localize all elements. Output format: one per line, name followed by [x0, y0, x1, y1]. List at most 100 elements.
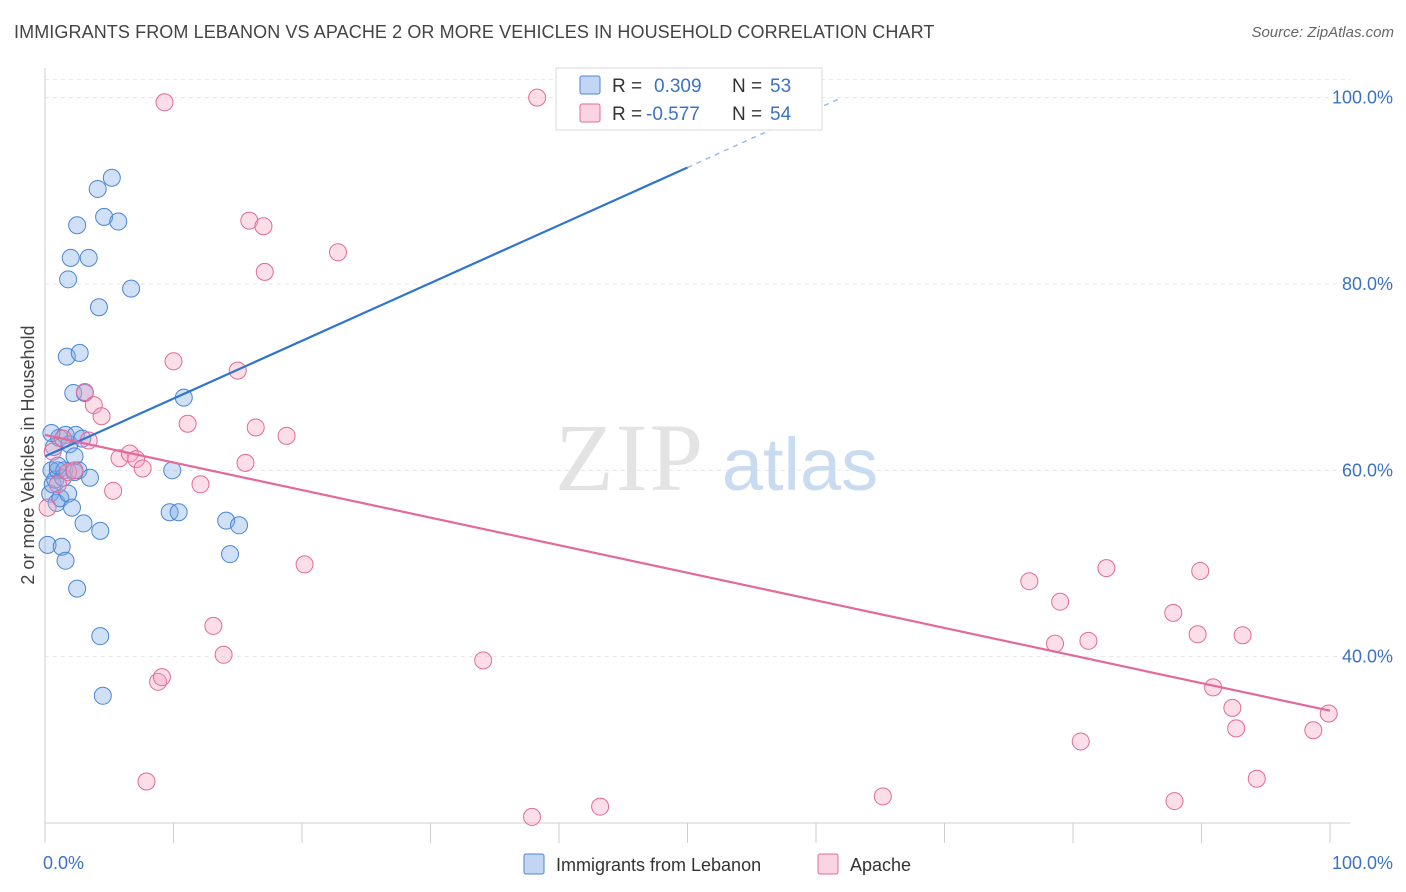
data-point [88, 179, 107, 198]
data-point [152, 668, 171, 687]
legend-swatch-apache [817, 853, 839, 875]
x-tick-label: 100.0% [1332, 853, 1393, 873]
data-point [155, 93, 174, 112]
data-point [591, 797, 610, 816]
data-point [61, 248, 80, 267]
stats-pink-r-value: -0.577 [646, 104, 700, 125]
data-point [1079, 631, 1098, 650]
bottom-legend: Immigrants from Lebanon Apache [523, 853, 911, 875]
stats-pink-r-label: R = [612, 104, 642, 125]
data-point [528, 88, 547, 107]
data-point [68, 579, 87, 598]
data-point [1191, 561, 1210, 580]
data-point [1071, 732, 1090, 751]
data-point [133, 459, 152, 478]
data-point [1051, 592, 1070, 611]
data-point [246, 418, 265, 437]
series-lebanon-points [38, 88, 601, 705]
watermark-atlas: atlas [722, 423, 878, 506]
stats-blue-r-value: 0.309 [654, 76, 702, 97]
data-point [79, 248, 98, 267]
data-point [191, 475, 210, 494]
data-point [328, 243, 347, 262]
data-point [80, 468, 99, 487]
watermark: ZIP atlas [555, 404, 878, 511]
data-point [137, 772, 156, 791]
data-point [70, 343, 89, 362]
trend-line-lebanon [44, 166, 688, 458]
data-point [1319, 704, 1338, 723]
data-point [89, 298, 108, 317]
data-point [255, 262, 274, 281]
trend-line-apache [44, 433, 1331, 712]
y-tick-label: 40.0% [1342, 647, 1393, 667]
data-point [1223, 698, 1242, 717]
data-point [38, 535, 57, 554]
data-point [38, 498, 57, 517]
data-point [104, 481, 123, 500]
data-point [178, 414, 197, 433]
data-point [221, 545, 240, 564]
data-point [254, 217, 273, 236]
stats-blue-n-value: 53 [770, 76, 791, 97]
y-axis-title: 2 or more Vehicles in Household [18, 325, 38, 584]
data-point [1164, 603, 1183, 622]
chart-title: IMMIGRANTS FROM LEBANON VS APACHE 2 OR M… [14, 22, 935, 42]
data-point [230, 516, 249, 535]
data-point [62, 498, 81, 517]
data-point [59, 270, 78, 289]
data-point [1233, 626, 1252, 645]
data-point [75, 383, 94, 402]
data-point [93, 686, 112, 705]
data-point [56, 551, 75, 570]
data-point [91, 521, 110, 540]
y-tick-label: 100.0% [1332, 88, 1393, 108]
data-point [277, 426, 296, 445]
watermark-zip: ZIP [555, 404, 705, 511]
legend-label-lebanon: Immigrants from Lebanon [556, 855, 761, 875]
x-tick-label: 0.0% [43, 853, 84, 873]
data-point [236, 453, 255, 472]
data-point [873, 787, 892, 806]
stats-pink-n-label: N = [732, 104, 762, 125]
stats-pink-n-value: 54 [770, 104, 792, 125]
data-point [59, 463, 78, 482]
data-point [1097, 559, 1116, 578]
data-point [1020, 572, 1039, 591]
y-tick-label: 80.0% [1342, 274, 1393, 294]
data-point [68, 216, 87, 235]
data-point [92, 407, 111, 426]
data-point [52, 537, 71, 556]
data-point [74, 514, 93, 533]
data-point [1227, 719, 1246, 738]
data-point [1188, 625, 1207, 644]
gridlines [45, 79, 1350, 658]
data-point [295, 555, 314, 574]
data-point [240, 211, 259, 230]
stats-pink-swatch [579, 103, 601, 123]
data-point [169, 503, 188, 522]
data-point [65, 447, 84, 466]
data-point [109, 212, 128, 231]
axes [44, 68, 1350, 843]
data-point [91, 627, 110, 646]
data-point [48, 475, 67, 494]
data-point [474, 651, 493, 670]
stats-blue-r-label: R = [612, 76, 642, 97]
stats-blue-swatch [579, 75, 601, 95]
tick-labels: 40.0% 60.0% 80.0% 100.0% 0.0% 100.0% [43, 88, 1393, 873]
data-point [164, 352, 183, 371]
data-point [1247, 769, 1266, 788]
data-point [65, 461, 84, 480]
data-point [1304, 721, 1323, 740]
data-point [1165, 792, 1184, 811]
data-point [59, 484, 78, 503]
y-tick-label: 60.0% [1342, 460, 1393, 480]
stats-blue-n-label: N = [732, 76, 762, 97]
data-point [43, 475, 62, 494]
stats-legend-box: R = 0.309 N = 53 R = -0.577 N = 54 [555, 67, 823, 131]
source-credit: Source: ZipAtlas.com [1251, 24, 1394, 41]
data-point [523, 807, 542, 826]
data-point [214, 645, 233, 664]
